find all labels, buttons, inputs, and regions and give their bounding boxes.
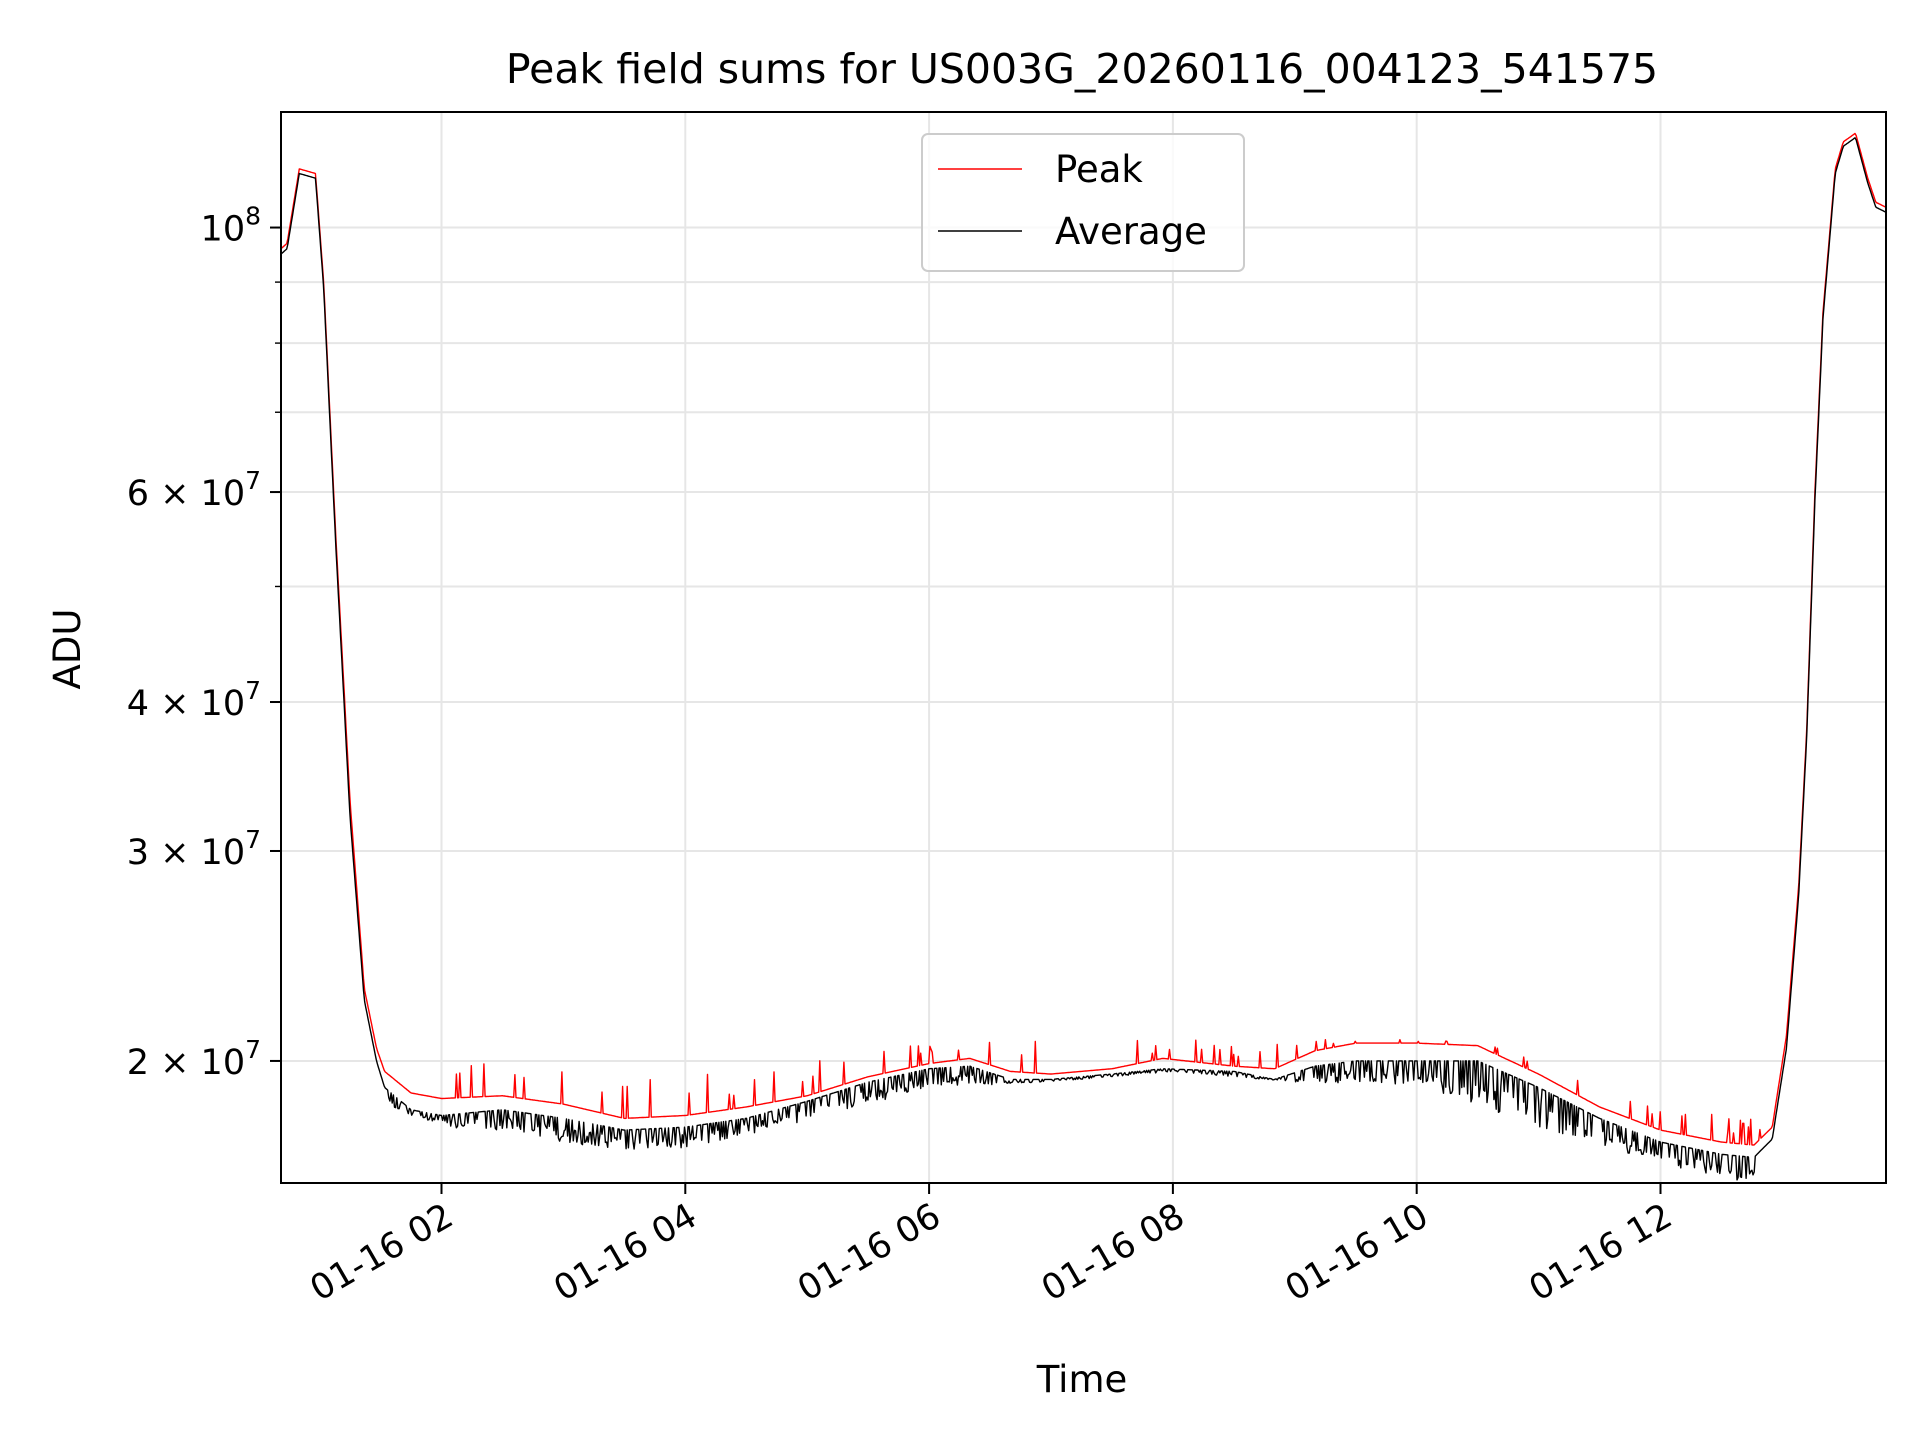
x-tick-label: 01-16 04 xyxy=(548,1196,704,1309)
y-axis-label: ADU xyxy=(46,609,89,690)
series-line-average xyxy=(280,137,1887,1181)
grid-layer xyxy=(281,112,1886,1183)
x-tick-label: 01-16 06 xyxy=(791,1196,947,1309)
x-tick-label: 01-16 12 xyxy=(1523,1196,1679,1309)
legend-label-peak: Peak xyxy=(1055,148,1143,191)
y-tick-label: 3 × 107 xyxy=(127,825,261,873)
x-tick-label: 01-16 08 xyxy=(1035,1196,1191,1309)
legend-label-average: Average xyxy=(1055,210,1207,253)
y-tick-label: 4 × 107 xyxy=(127,676,261,724)
chart-title: Peak field sums for US003G_20260116_0041… xyxy=(506,45,1658,93)
y-tick-label: 6 × 107 xyxy=(127,466,261,514)
series-line-peak xyxy=(280,132,1887,1146)
x-tick-label: 01-16 10 xyxy=(1279,1196,1435,1309)
y-tick-label: 108 xyxy=(201,202,261,250)
x-tick-label: 01-16 02 xyxy=(304,1196,460,1309)
series-layer xyxy=(280,132,1887,1181)
plot-area-frame xyxy=(280,111,1887,1184)
tick-layer: 2 × 107 3 × 107 4 × 107 6 × 107 108 01-16 02 0… xyxy=(127,202,1679,1310)
x-axis-label: Time xyxy=(1036,1358,1128,1401)
y-tick-label: 2 × 107 xyxy=(127,1035,261,1083)
legend: Peak Average xyxy=(921,133,1245,272)
